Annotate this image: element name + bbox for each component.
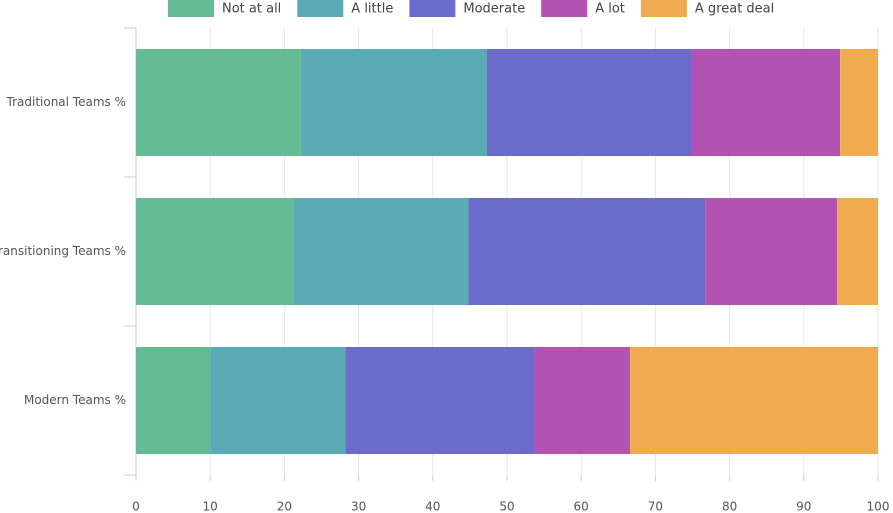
bar-segment bbox=[300, 49, 487, 156]
x-tick-label: 80 bbox=[722, 500, 737, 513]
bar-segment bbox=[705, 198, 838, 305]
x-tick-label: 30 bbox=[351, 500, 366, 513]
bar-segment bbox=[468, 198, 706, 305]
x-tick-label: 10 bbox=[203, 500, 218, 513]
x-tick-label: 90 bbox=[796, 500, 811, 513]
legend-label: A lot bbox=[595, 2, 625, 17]
legend: Not at all A little Moderate A lot A great d… bbox=[168, 0, 774, 17]
x-tick-label: 20 bbox=[277, 500, 292, 513]
bar-segment bbox=[837, 198, 878, 305]
y-tick-label: Traditional Teams % bbox=[6, 95, 126, 109]
x-tick-label: 0 bbox=[132, 500, 140, 513]
bar-segment bbox=[534, 347, 631, 454]
bar-segment bbox=[294, 198, 469, 305]
legend-label: A great deal bbox=[695, 2, 774, 17]
bar-segment bbox=[136, 198, 295, 305]
x-tick-label: 40 bbox=[425, 500, 440, 513]
legend-swatch bbox=[640, 0, 687, 17]
x-tick-label: 100 bbox=[867, 500, 890, 513]
legend-swatch bbox=[409, 0, 456, 17]
bar-segment bbox=[630, 347, 878, 454]
x-tick-label: 60 bbox=[574, 500, 589, 513]
legend-label: Moderate bbox=[463, 2, 525, 17]
y-tick-label: Transitioning Teams % bbox=[0, 244, 126, 258]
bar-segment bbox=[840, 49, 878, 156]
bar-segment bbox=[486, 49, 692, 156]
x-tick-label: 50 bbox=[499, 500, 514, 513]
legend-swatch bbox=[541, 0, 588, 17]
legend-swatch bbox=[297, 0, 344, 17]
bar-segment bbox=[345, 347, 535, 454]
x-tick-label: 70 bbox=[648, 500, 663, 513]
bar-segment bbox=[136, 49, 301, 156]
legend-label: Not at all bbox=[222, 2, 281, 17]
bar-segment bbox=[210, 347, 346, 454]
y-tick-label: Modern Teams % bbox=[24, 393, 126, 407]
legend-swatch bbox=[168, 0, 214, 17]
bar-segment bbox=[136, 347, 211, 454]
legend-label: A little bbox=[351, 2, 393, 17]
bar-segment bbox=[691, 49, 841, 156]
